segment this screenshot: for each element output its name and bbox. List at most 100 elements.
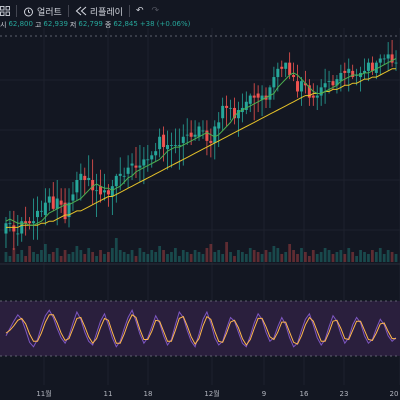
candle-body [394,62,398,64]
candle-body [339,72,343,82]
volume-bar [292,250,295,262]
toolbar-divider [67,5,69,17]
volume-bar [193,250,197,262]
time-axis: 11월 11 18 12월 9 16 23 20 [36,389,398,398]
candle-body [390,54,394,63]
volume-bar [43,244,47,262]
volume-bar [55,248,59,262]
volume-bar [87,248,91,262]
rewind-icon [75,6,87,16]
candle-body [169,145,173,146]
volume-bar [79,250,83,262]
candle-body [154,151,158,156]
volume-bar [288,244,292,262]
candle-body [106,190,110,195]
volume-bar [63,250,67,262]
redo-button[interactable]: ↷ [152,6,160,16]
volume-bar [166,254,169,262]
volume-bar [213,252,217,262]
candle-body [351,70,355,78]
candle-body [8,223,12,225]
volume-bar [355,256,359,262]
volume-bar [142,252,146,262]
candle-body [166,145,170,150]
volume-bar [319,252,323,262]
open-label: 시 [0,21,7,29]
undo-button[interactable]: ↶ [136,6,144,16]
volume-bar [67,254,71,262]
volume-bars [4,238,398,262]
volume-bar [134,256,138,262]
volume-bar [390,252,394,262]
volume-bar [386,250,390,262]
redo-icon: ↷ [151,6,160,16]
candle-body [150,155,154,160]
volume-bar [32,252,35,262]
ohlc-legend: 시 62,800 고 62,939 저 62,799 종 62,845 +38 (+0.… [0,20,190,30]
toolbar-divider [128,5,130,17]
candle-body [75,180,79,193]
low-label: 저 [69,21,77,29]
volume-bar [240,252,244,262]
alarm-clock-icon [24,7,33,16]
candle-body [193,134,197,137]
candle-body [177,145,181,146]
layout-grid-button[interactable] [0,6,10,16]
volume-bar [280,254,284,262]
alerts-label: 얼러트 [37,7,62,18]
candle-body [327,81,331,82]
volume-bar [304,252,307,262]
candle-body [386,54,390,59]
candle-body [366,62,370,71]
low-value: 62,799 [78,20,103,28]
candle-body [229,107,233,109]
volume-bar [225,242,228,262]
candle-body [20,221,24,234]
candle-body [205,130,209,141]
volume-bar [8,256,12,262]
candle-body [91,180,95,191]
candle-body [110,186,114,197]
candle-body [363,70,367,73]
replay-button[interactable]: 리플레이 [75,5,123,18]
volume-bar [284,252,288,262]
alerts-button[interactable]: 얼러트 [23,5,62,18]
candle-body [12,225,16,232]
replay-label: 리플레이 [89,7,123,18]
volume-bar [181,250,185,262]
volume-bar [154,252,158,262]
time-tick-label: 12월 [204,389,219,398]
candle-body [378,58,382,63]
volume-bar [201,254,205,262]
volume-bar [367,254,370,262]
open-value: 62,800 [8,20,33,28]
candle-body [307,85,311,98]
volume-bar [237,250,240,262]
grid-icon [0,6,10,16]
oscillator-line [5,308,397,348]
volume-bar [276,248,280,262]
candle-body [315,95,319,98]
volume-bar [122,252,126,262]
candle-body [162,134,166,148]
volume-bar [394,254,398,262]
volume-bar [307,256,311,262]
volume-bar [205,248,209,262]
candle-body [197,126,201,137]
volume-bar [189,254,193,262]
candle-body [102,190,106,193]
candle-body [118,173,122,176]
volume-bar [28,246,31,262]
candle-body [16,233,20,235]
candle-body [331,81,335,86]
high-value: 62,939 [43,20,68,28]
candle-body [122,175,126,177]
candle-body [213,126,217,143]
candle-body [374,62,378,73]
candle-body [225,105,229,108]
volume-bar [268,252,272,262]
volume-bar [24,256,28,262]
volume-bar [248,248,252,262]
candle-body [201,130,205,132]
